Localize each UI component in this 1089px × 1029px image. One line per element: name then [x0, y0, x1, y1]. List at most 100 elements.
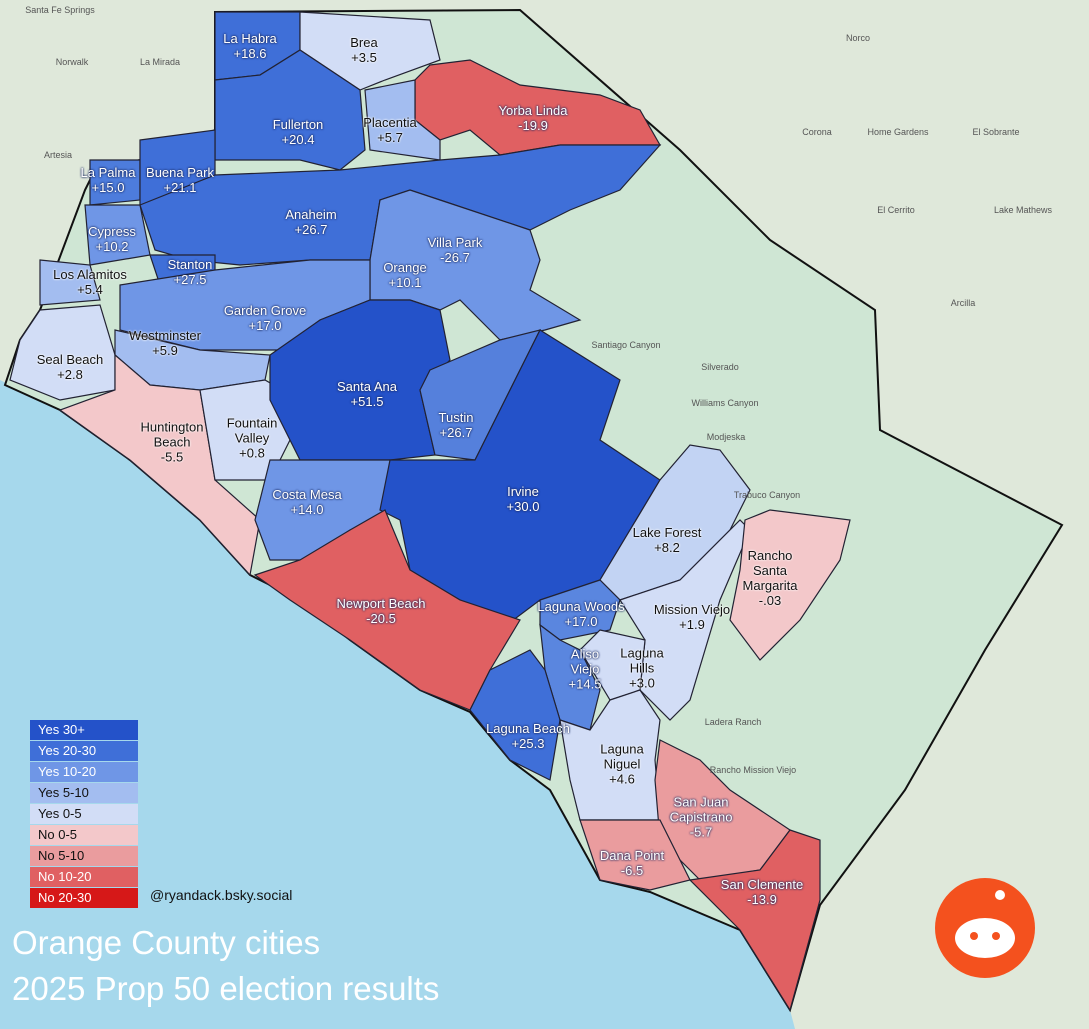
- city-result: +3.0: [629, 675, 655, 691]
- city-area: [9, 304, 116, 401]
- city-label: Cypress +10.2: [77, 224, 147, 254]
- city-name: Los Alamitos: [53, 267, 127, 282]
- city-label: San Juan Capistrano -5.7: [656, 795, 746, 840]
- city-label: Rancho Santa Margarita -.03: [735, 548, 805, 608]
- city-result: +5.9: [152, 343, 178, 358]
- city-name: San Juan Capistrano: [669, 794, 733, 825]
- basemap-label: Home Gardens: [867, 127, 929, 137]
- city-result: +17.0: [248, 318, 282, 333]
- city-result: +14.0: [290, 502, 324, 517]
- city-result: -13.9: [747, 892, 777, 907]
- city-result: -19.9: [518, 118, 548, 133]
- basemap-label: Modjeska: [706, 432, 746, 442]
- city-label: La Palma +15.0: [73, 165, 143, 195]
- legend-item: Yes 30+: [30, 720, 138, 740]
- city-result: +17.0: [564, 614, 598, 629]
- city-label: Garden Grove +17.0: [215, 303, 315, 333]
- basemap-label: Norco: [845, 33, 871, 43]
- city-result: +10.2: [95, 239, 129, 254]
- city-result: +26.7: [439, 425, 473, 440]
- city-name: Villa Park: [427, 235, 483, 250]
- city-result: +18.6: [233, 46, 267, 61]
- city-name: Lake Forest: [632, 525, 702, 540]
- city-label: Los Alamitos +5.4: [45, 267, 135, 297]
- city-label: Aliso Viejo +14.5: [555, 647, 615, 692]
- city-label: Orange +10.1: [375, 260, 435, 290]
- city-label: Laguna Beach +25.3: [478, 721, 578, 751]
- city-result: +3.5: [351, 50, 377, 65]
- city-label: Fullerton +20.4: [258, 117, 338, 147]
- legend-item: No 5-10: [30, 846, 138, 866]
- city-name: Dana Point: [599, 848, 665, 863]
- title-line: 2025 Prop 50 election results: [12, 970, 440, 1007]
- basemap-label: Santiago Canyon: [591, 340, 661, 350]
- city-area: [253, 509, 521, 711]
- city-label: Mission Viejo +1.9: [642, 602, 742, 632]
- city-result: +5.4: [77, 282, 103, 297]
- city-result: +10.1: [388, 275, 422, 290]
- city-area: [58, 353, 261, 577]
- city-label: Dana Point -6.5: [587, 848, 677, 878]
- city-label: Brea +3.5: [334, 35, 394, 65]
- city-label: Laguna Hills +3.0: [612, 646, 672, 691]
- city-name: Huntington Beach: [140, 419, 204, 450]
- basemap-label: Trabuco Canyon: [733, 490, 801, 500]
- basemap-label: Norwalk: [55, 57, 89, 67]
- city-label: Stanton +27.5: [160, 257, 220, 287]
- city-result: -6.5: [620, 863, 644, 878]
- city-name: Laguna Beach: [486, 721, 570, 736]
- city-name: Seal Beach: [36, 352, 104, 367]
- city-area: [364, 79, 441, 161]
- city-result: +15.0: [91, 180, 125, 195]
- city-name: Westminster: [129, 328, 201, 343]
- basemap-label: La Mirada: [139, 57, 181, 67]
- city-result: +5.7: [377, 130, 403, 145]
- city-label: Westminster +5.9: [120, 328, 210, 358]
- city-name: Placentia: [363, 115, 417, 130]
- city-name: Orange: [383, 260, 427, 275]
- city-area: [469, 649, 561, 781]
- basemap-label: Lake Mathews: [993, 205, 1053, 215]
- legend-item: No 20-30: [30, 888, 138, 908]
- city-name: Laguna Niguel: [600, 741, 644, 772]
- city-result: +14.5: [568, 676, 602, 692]
- city-name: Santa Ana: [337, 379, 397, 394]
- city-result: +20.4: [281, 132, 315, 147]
- basemap-label: Santa Fe Springs: [25, 5, 95, 15]
- title: Orange County cities 2025 Prop 50 electio…: [12, 920, 439, 1012]
- city-label: San Clemente -13.9: [707, 877, 817, 907]
- city-result: +4.6: [609, 771, 635, 787]
- city-name: La Habra: [223, 31, 277, 46]
- city-result: -20.5: [366, 611, 396, 626]
- city-area: [729, 509, 851, 661]
- basemap-label: Rancho Mission Viejo: [709, 765, 797, 775]
- city-result: -5.5: [160, 449, 184, 465]
- city-name: Laguna Woods: [537, 599, 625, 614]
- basemap-label: Ladera Ranch: [704, 717, 762, 727]
- basemap-label: Williams Canyon: [691, 398, 759, 408]
- city-name: Buena Park: [146, 165, 214, 180]
- city-result: +2.8: [57, 367, 83, 382]
- city-result: -5.7: [689, 824, 713, 840]
- city-area: [39, 259, 101, 306]
- title-line: Orange County cities: [12, 924, 321, 961]
- city-result: +21.1: [163, 180, 197, 195]
- legend-item: No 10-20: [30, 867, 138, 887]
- ocean: [0, 380, 795, 1029]
- city-label: Laguna Woods +17.0: [531, 599, 631, 629]
- city-name: Laguna Hills: [620, 645, 664, 676]
- city-name: Anaheim: [285, 207, 337, 222]
- basemap-label: El Sobrante: [972, 127, 1020, 137]
- legend-item: Yes 10-20: [30, 762, 138, 782]
- city-name: La Palma: [80, 165, 136, 180]
- city-name: Aliso Viejo: [570, 646, 600, 677]
- city-name: Fountain Valley: [226, 415, 278, 446]
- city-result: +0.8: [239, 445, 265, 461]
- city-label: Lake Forest +8.2: [622, 525, 712, 555]
- city-label: Costa Mesa +14.0: [262, 487, 352, 517]
- legend-item: Yes 0-5: [30, 804, 138, 824]
- city-name: Costa Mesa: [272, 487, 342, 502]
- legend-item: Yes 20-30: [30, 741, 138, 761]
- city-label: Yorba Linda -19.9: [483, 103, 583, 133]
